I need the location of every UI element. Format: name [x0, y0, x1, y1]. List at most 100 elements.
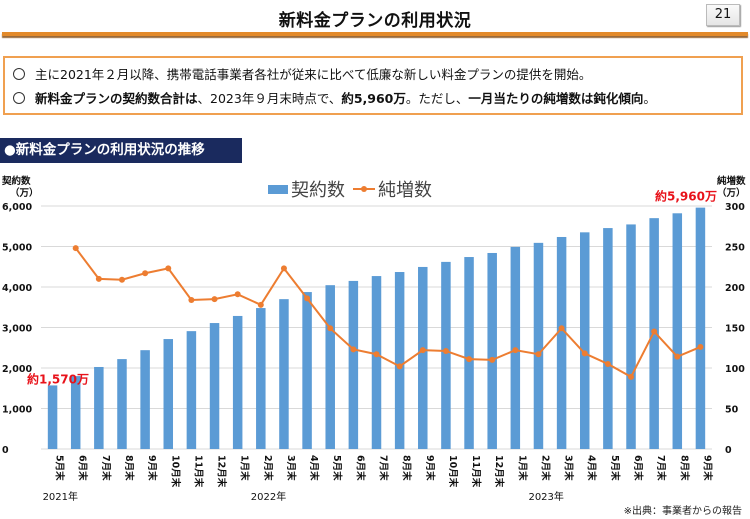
bar-contracts [556, 236, 567, 449]
bar-contracts [626, 224, 636, 449]
summary-text-2-part: 約5,960万 [341, 91, 406, 106]
line-point-net-increase [188, 296, 195, 303]
bar-contracts [533, 242, 544, 449]
x-tick-label: 6月末 [354, 455, 366, 481]
circle-bullet-icon [13, 92, 25, 104]
bar-contracts [163, 339, 174, 449]
x-tick-label: 7月末 [378, 455, 390, 481]
line-point-net-increase [442, 347, 449, 354]
bar-contracts [117, 359, 127, 449]
bar-contracts [464, 257, 474, 449]
summary-text-2: 新料金プランの契約数合計は、2023年９月末時点で、約5,960万。ただし、一月… [35, 91, 656, 106]
x-tick-label: 7月末 [655, 455, 667, 481]
legend-label-contracts: 契約数 [291, 180, 345, 201]
line-point-net-increase [604, 360, 611, 367]
line-point-net-increase [674, 353, 681, 360]
left-axis-tick-label: 4,000 [2, 283, 32, 294]
page-number: 21 [706, 4, 740, 26]
bar-contracts [140, 350, 150, 449]
line-point-net-increase [211, 296, 218, 303]
summary-text-2-part: 、2023年９月末時点で、 [197, 91, 342, 106]
right-axis-title-line1: 純増数 [717, 176, 746, 187]
year-label: 2022年 [251, 490, 286, 503]
line-point-net-increase [512, 347, 519, 354]
left-axis-tick-label: 1,000 [2, 405, 32, 416]
line-point-net-increase [234, 291, 241, 298]
line-point-net-increase [466, 356, 473, 363]
summary-text-2-part: 。ただし、 [405, 91, 469, 106]
line-point-net-increase [535, 351, 542, 358]
x-tick-label: 2月末 [539, 455, 551, 481]
value-annotation: 約5,960万 [655, 189, 717, 204]
bar-contracts [302, 292, 312, 449]
x-tick-label: 10月末 [447, 455, 459, 488]
left-axis-tick-label: 6,000 [2, 202, 32, 213]
year-label: 2023年 [528, 490, 563, 503]
x-tick-label: 8月末 [678, 455, 690, 481]
left-axis-tick-label: 0 [2, 445, 9, 456]
legend-bar-swatch [268, 184, 288, 194]
line-point-net-increase [628, 373, 635, 380]
line-point-net-increase [257, 301, 264, 308]
line-point-net-increase [419, 347, 426, 354]
x-tick-label: 8月末 [123, 455, 135, 481]
x-tick-label: 1月末 [239, 455, 251, 481]
line-point-net-increase [697, 343, 704, 350]
x-tick-label: 4月末 [308, 455, 320, 481]
right-axis-tick-label: 300 [725, 202, 745, 213]
x-tick-label: 6月末 [632, 455, 644, 481]
x-tick-label: 4月末 [586, 455, 598, 481]
bar-contracts [256, 308, 266, 449]
line-point-net-increase [142, 270, 149, 277]
x-tick-label: 11月末 [192, 455, 204, 488]
right-axis-tick-label: 0 [725, 445, 732, 456]
x-tick-label: 7月末 [100, 455, 112, 481]
line-point-net-increase [327, 325, 334, 332]
summary-line-1: 主に2021年２月以降、携帯電話事業者各社が従来に比べて低廉な新しい料金プランの… [13, 63, 733, 87]
bar-contracts [47, 385, 58, 449]
left-axis-tick-label: 5,000 [2, 243, 32, 254]
x-tick-label: 5月末 [54, 455, 66, 481]
right-axis-tick-label: 200 [725, 283, 745, 294]
line-point-net-increase [581, 350, 588, 357]
line-point-net-increase [373, 351, 380, 358]
bar-contracts [441, 261, 451, 449]
bar-contracts [672, 213, 683, 449]
right-axis-tick-label: 50 [725, 405, 739, 416]
bar-contracts [232, 315, 243, 449]
bar-contracts [348, 280, 359, 449]
left-axis-title: 契約数 （万） [2, 176, 39, 200]
right-axis-title-line2: （万） [717, 188, 746, 199]
line-point-net-increase [95, 275, 102, 282]
legend-label-net-increase: 純増数 [378, 180, 432, 201]
x-tick-label: 5月末 [331, 455, 343, 481]
x-tick-label: 2月末 [262, 455, 274, 481]
bar-contracts [394, 272, 405, 449]
summary-text-2-part: 一月当たりの純増数は鈍化傾向 [468, 91, 644, 106]
source-note: ※出典：事業者からの報告 [623, 506, 742, 517]
value-annotation: 約1,570万 [27, 371, 89, 386]
page-title: 新料金プランの利用状況 [278, 11, 472, 31]
left-axis-tick-label: 2,000 [2, 364, 32, 375]
line-net-increase [74, 247, 701, 379]
bar-contracts [695, 207, 706, 449]
line-point-net-increase [396, 363, 403, 370]
x-tick-label: 10月末 [169, 455, 181, 488]
bar-contracts [279, 299, 289, 449]
year-label: 2021年 [43, 490, 78, 503]
x-tick-label: 3月末 [563, 455, 575, 481]
line-point-net-increase [304, 295, 311, 302]
circle-bullet-icon [13, 68, 25, 80]
bar-contracts [579, 232, 590, 449]
bar-contracts [487, 252, 497, 449]
x-tick-label: 9月末 [146, 455, 158, 481]
x-tick-label: 12月末 [216, 455, 228, 488]
summary-box: 主に2021年２月以降、携帯電話事業者各社が従来に比べて低廉な新しい料金プランの… [3, 56, 743, 115]
line-point-net-increase [118, 276, 125, 283]
summary-line-2: 新料金プランの契約数合計は、2023年９月末時点で、約5,960万。ただし、一月… [13, 87, 733, 111]
line-point-net-increase [651, 328, 658, 335]
summary-text-1: 主に2021年２月以降、携帯電話事業者各社が従来に比べて低廉な新しい料金プランの… [35, 67, 592, 82]
legend-line-swatch [353, 186, 375, 192]
line-point-net-increase [350, 346, 357, 353]
